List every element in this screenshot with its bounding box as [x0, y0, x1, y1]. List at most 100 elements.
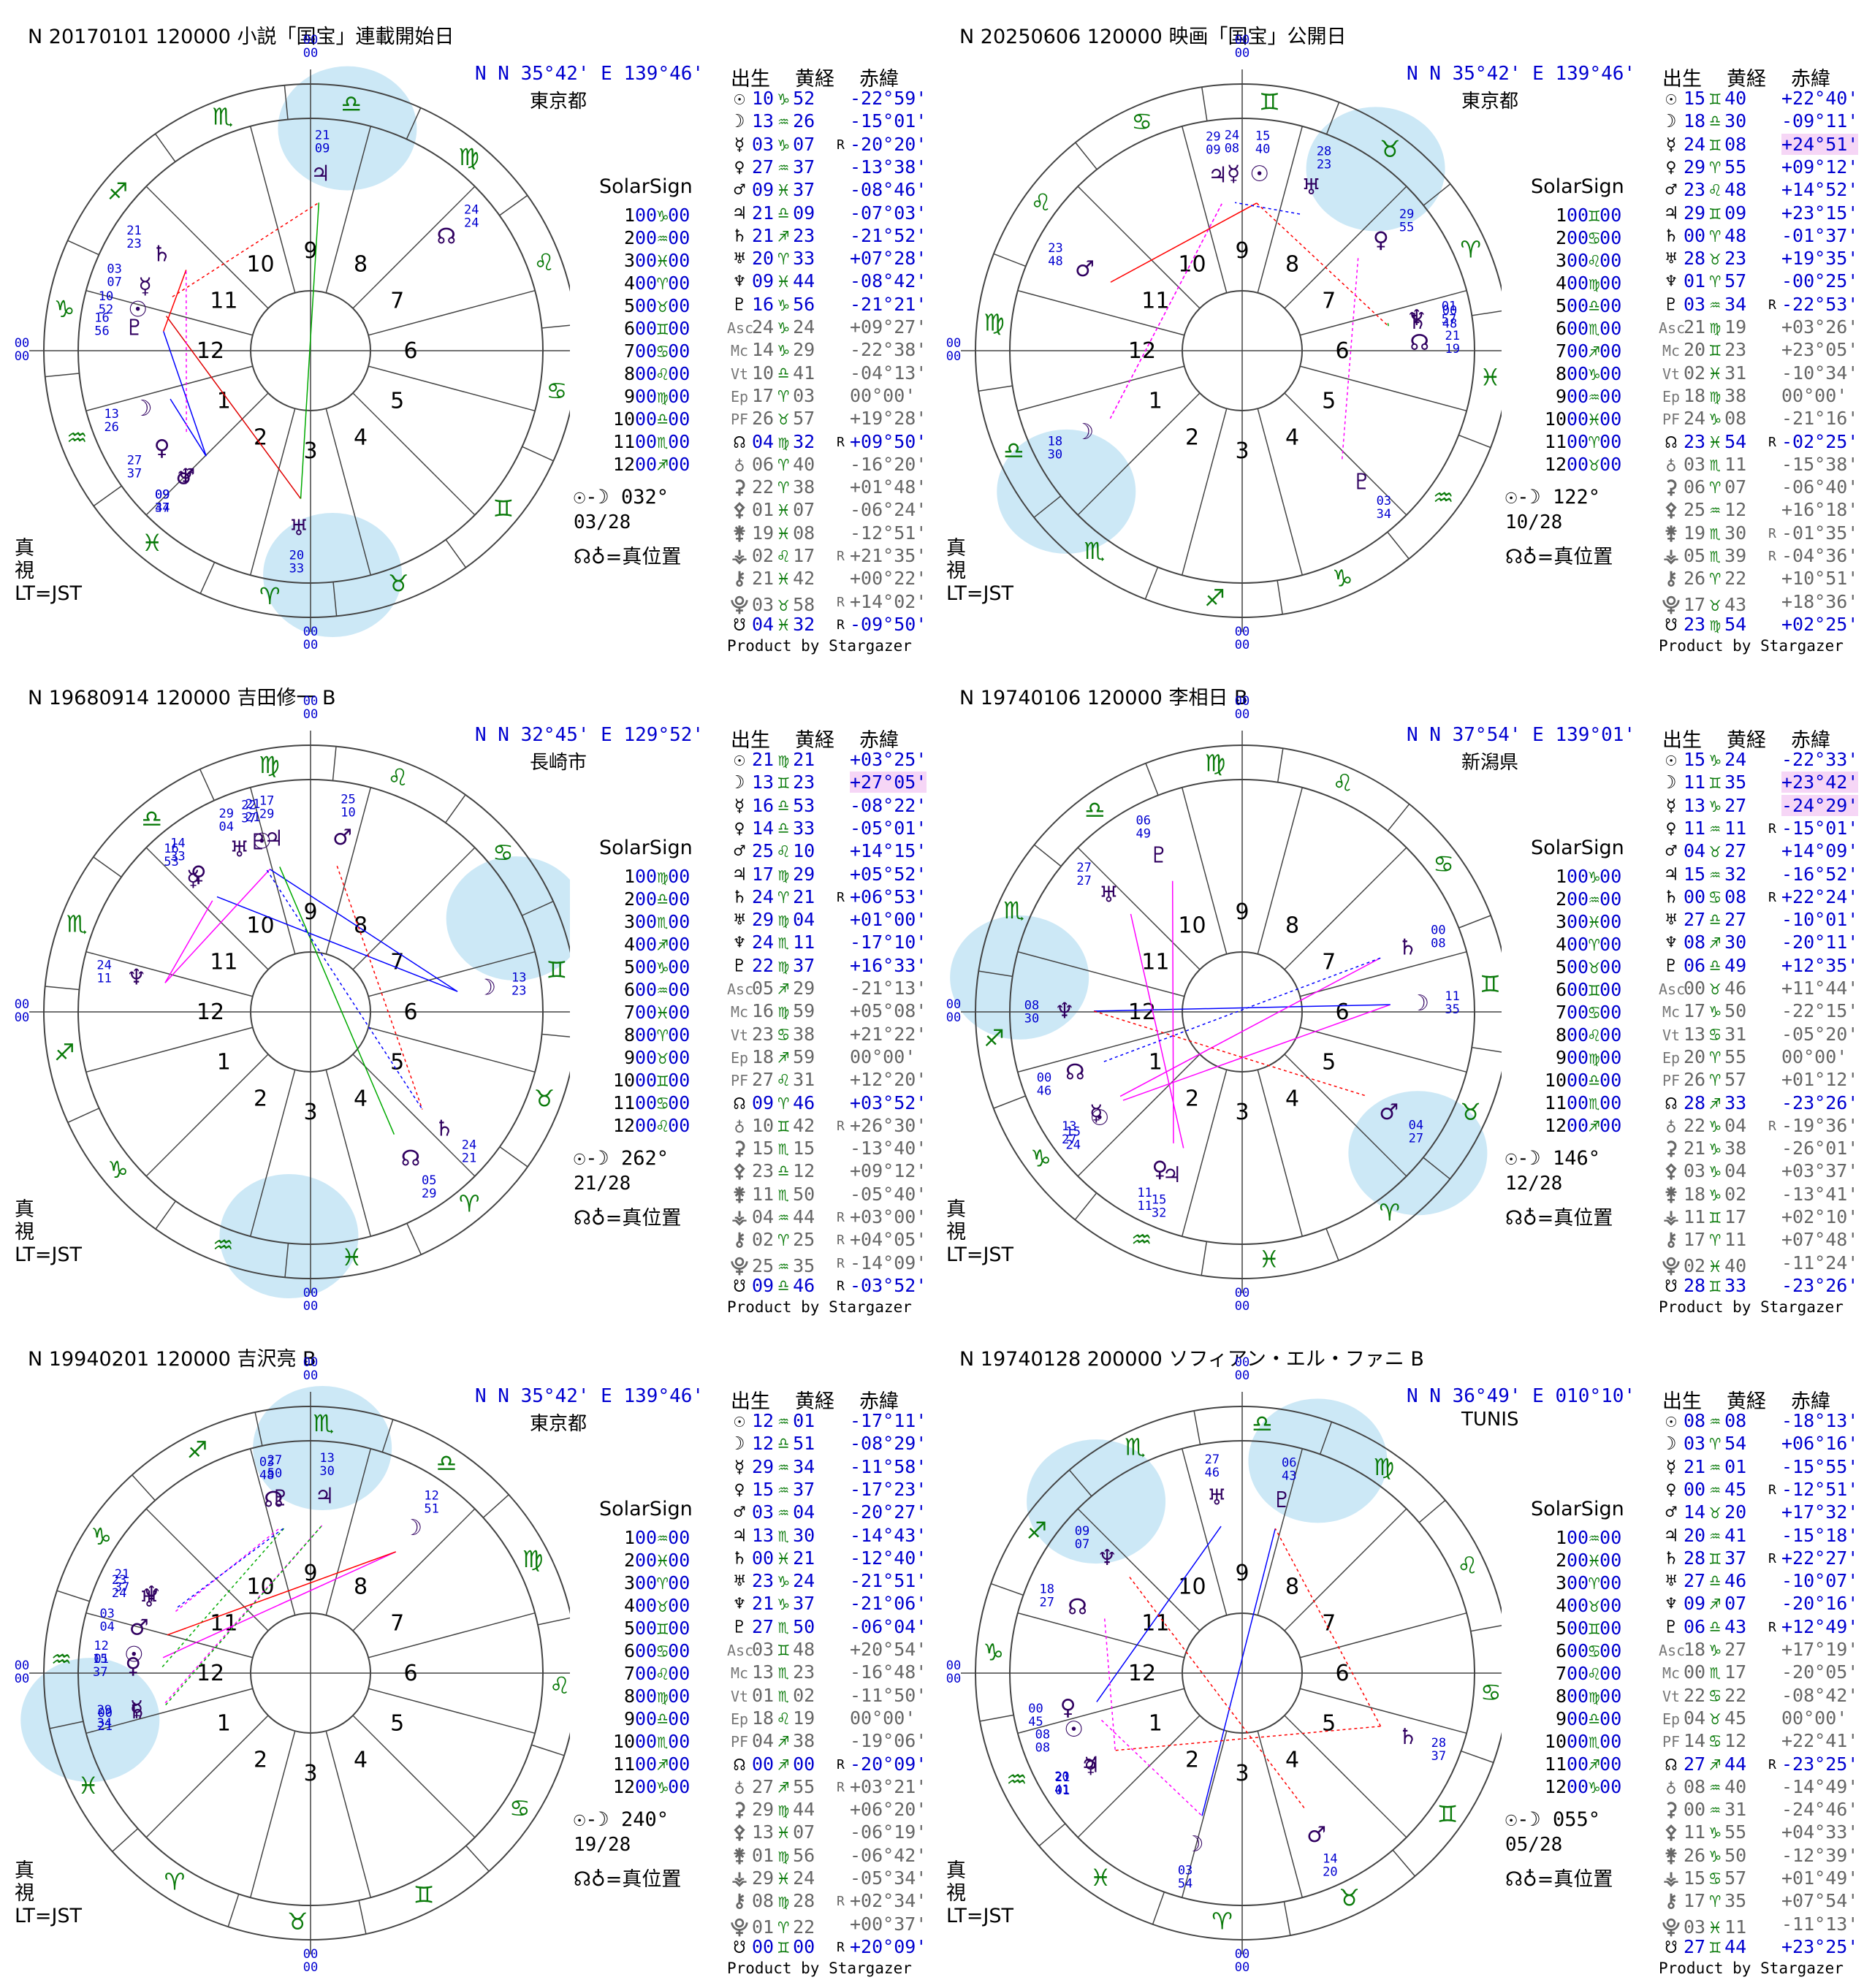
declination: +03°52': [850, 1092, 927, 1113]
product-credit: Product by Stargazer: [1659, 637, 1844, 655]
declination: -02°25': [1781, 430, 1859, 452]
table-header-cell: 赤緯: [859, 729, 899, 752]
zodiac-sign-icon: ♋: [547, 377, 568, 405]
declination: +11°44': [1781, 978, 1859, 999]
house-index: 7: [1555, 340, 1567, 362]
aspect-line: [336, 866, 423, 1110]
planet-row: ♄ 28 ♊ 37 R +22°27': [1659, 1547, 1858, 1569]
longitude-sign-icon: ♎: [1709, 1570, 1721, 1592]
planet-glyph-icon: ♆: [1098, 1545, 1117, 1571]
table-header-cell: 出生: [731, 1390, 770, 1413]
declination: -10°34': [1781, 362, 1859, 384]
solar-sign-row: 1200♌00: [610, 1115, 690, 1136]
planet-glyph-icon: PF: [730, 411, 749, 429]
declination: +17°19': [1781, 1639, 1859, 1660]
solar-degree: 00: [635, 1618, 658, 1639]
retrograde-flag: R: [837, 1210, 845, 1225]
planet-degree: 29: [218, 807, 233, 821]
planet-row: ☋ 04 ♓ 32 R -09°50': [727, 614, 927, 636]
cusp-minute: 00: [1235, 707, 1249, 722]
planet-glyph-icon: ⚴: [732, 1160, 747, 1182]
declination: +09°27': [850, 316, 927, 338]
declination: -17°10': [850, 932, 927, 953]
planet-glyph-icon: ☿: [1665, 794, 1677, 816]
planet-glyph-icon: ♅: [734, 248, 745, 270]
longitude-sign-icon: ♈: [1709, 1433, 1721, 1455]
planet-row: ⚳ 21 ♑ 38 -26°01': [1659, 1138, 1859, 1159]
solar-minute: 00: [1599, 273, 1622, 294]
longitude-minute: 27: [1724, 794, 1747, 816]
house-cusp: [352, 186, 476, 309]
planet-row: ☊ 09 ♈ 46 +03°52': [727, 1092, 927, 1114]
sign-tick: [358, 1900, 367, 1935]
longitude-degree: 04: [752, 1206, 775, 1227]
house-number: 6: [403, 999, 417, 1025]
planet-glyph-icon: ♇: [270, 1486, 290, 1512]
longitude-minute: 43: [1724, 593, 1747, 615]
declination: -05°01': [850, 817, 927, 839]
cusp-minute: 00: [303, 1960, 318, 1975]
longitude-degree: 24: [752, 316, 775, 338]
house-index: 9: [1555, 386, 1567, 407]
longitude-sign-icon: ♒: [777, 156, 789, 178]
longitude-degree: 18: [1684, 1183, 1706, 1205]
house-number: 11: [210, 950, 237, 975]
longitude-sign-icon: ♑: [777, 133, 789, 155]
planet-glyph-icon: ♂: [1075, 256, 1095, 282]
longitude-degree: 00: [1684, 1799, 1706, 1821]
house-number: 6: [1335, 1661, 1349, 1686]
declination: -00°25': [1781, 270, 1859, 292]
planet-row: ♃ 17 ♍ 29 +05°52': [727, 864, 927, 886]
longitude-degree: 26: [1684, 1069, 1706, 1091]
planet-row: ♄ 00 ♋ 08 R +22°24': [1659, 886, 1858, 908]
house-index: 5: [1555, 1618, 1567, 1639]
sign-highlight: [1027, 1439, 1166, 1564]
sign-tick: [112, 1828, 139, 1852]
house-number: 10: [1178, 251, 1206, 277]
solar-sign-row: 900♎00: [1542, 1708, 1621, 1729]
aspect-line: [165, 1525, 323, 1706]
house-cusp: [145, 847, 269, 970]
house-index: 11: [612, 1092, 635, 1113]
solar-minute: 00: [1599, 386, 1622, 407]
solar-degree: 00: [635, 1640, 658, 1661]
planet-minute: 04: [99, 1620, 114, 1634]
solar-degree: 00: [1567, 1115, 1589, 1136]
house-number: 4: [354, 425, 368, 451]
planet-degree: 14: [170, 836, 185, 850]
planet-row: ☿ 29 ♒ 34 -11°58': [727, 1456, 927, 1478]
planet-minute: 34: [1377, 507, 1391, 522]
declination: -20°27': [850, 1501, 927, 1523]
sign-tick: [1075, 142, 1098, 170]
longitude-sign-icon: ♋: [1709, 886, 1721, 907]
solar-minute: 00: [1599, 1070, 1622, 1091]
longitude-sign-icon: ♑: [777, 293, 789, 315]
house-index: 12: [612, 1115, 635, 1136]
sign-tick: [93, 856, 122, 877]
planet-minute: 30: [1024, 1011, 1039, 1026]
solar-degree: 00: [635, 1595, 658, 1616]
aspect-line: [167, 1551, 396, 1636]
declination: +09°12': [850, 1160, 927, 1182]
declination: +14°02': [850, 590, 927, 612]
planet-glyph-icon: ☊: [1665, 1092, 1677, 1113]
longitude-degree: 11: [1684, 772, 1706, 793]
table-header-cell: 黄経: [795, 729, 834, 752]
longitude-minute: 57: [1724, 270, 1747, 292]
solar-sign-row: 100♑00: [1542, 866, 1621, 887]
planet-minute: 34: [97, 1716, 112, 1731]
planet-glyph-icon: Mc: [1662, 1664, 1681, 1683]
longitude-minute: 42: [793, 568, 815, 590]
cusp-degree: 00: [303, 1355, 318, 1370]
longitude-sign-icon: ♑: [777, 88, 789, 109]
solar-degree: 00: [1567, 363, 1589, 384]
solar-minute: 00: [668, 1572, 691, 1593]
table-header-cell: 黄経: [1727, 729, 1766, 752]
planet-glyph-icon: ♆: [734, 932, 745, 953]
solar-degree: 00: [1567, 1070, 1589, 1091]
planet-glyph-icon: ♂: [1665, 1501, 1677, 1523]
solar-sign-row: 100♑00: [610, 205, 690, 226]
planet-glyph-icon: ⚴: [732, 499, 747, 521]
planet-row: ☉ 12 ♒ 01 -17°11': [727, 1410, 927, 1432]
planet-glyph-icon: Ep: [1662, 1048, 1681, 1067]
